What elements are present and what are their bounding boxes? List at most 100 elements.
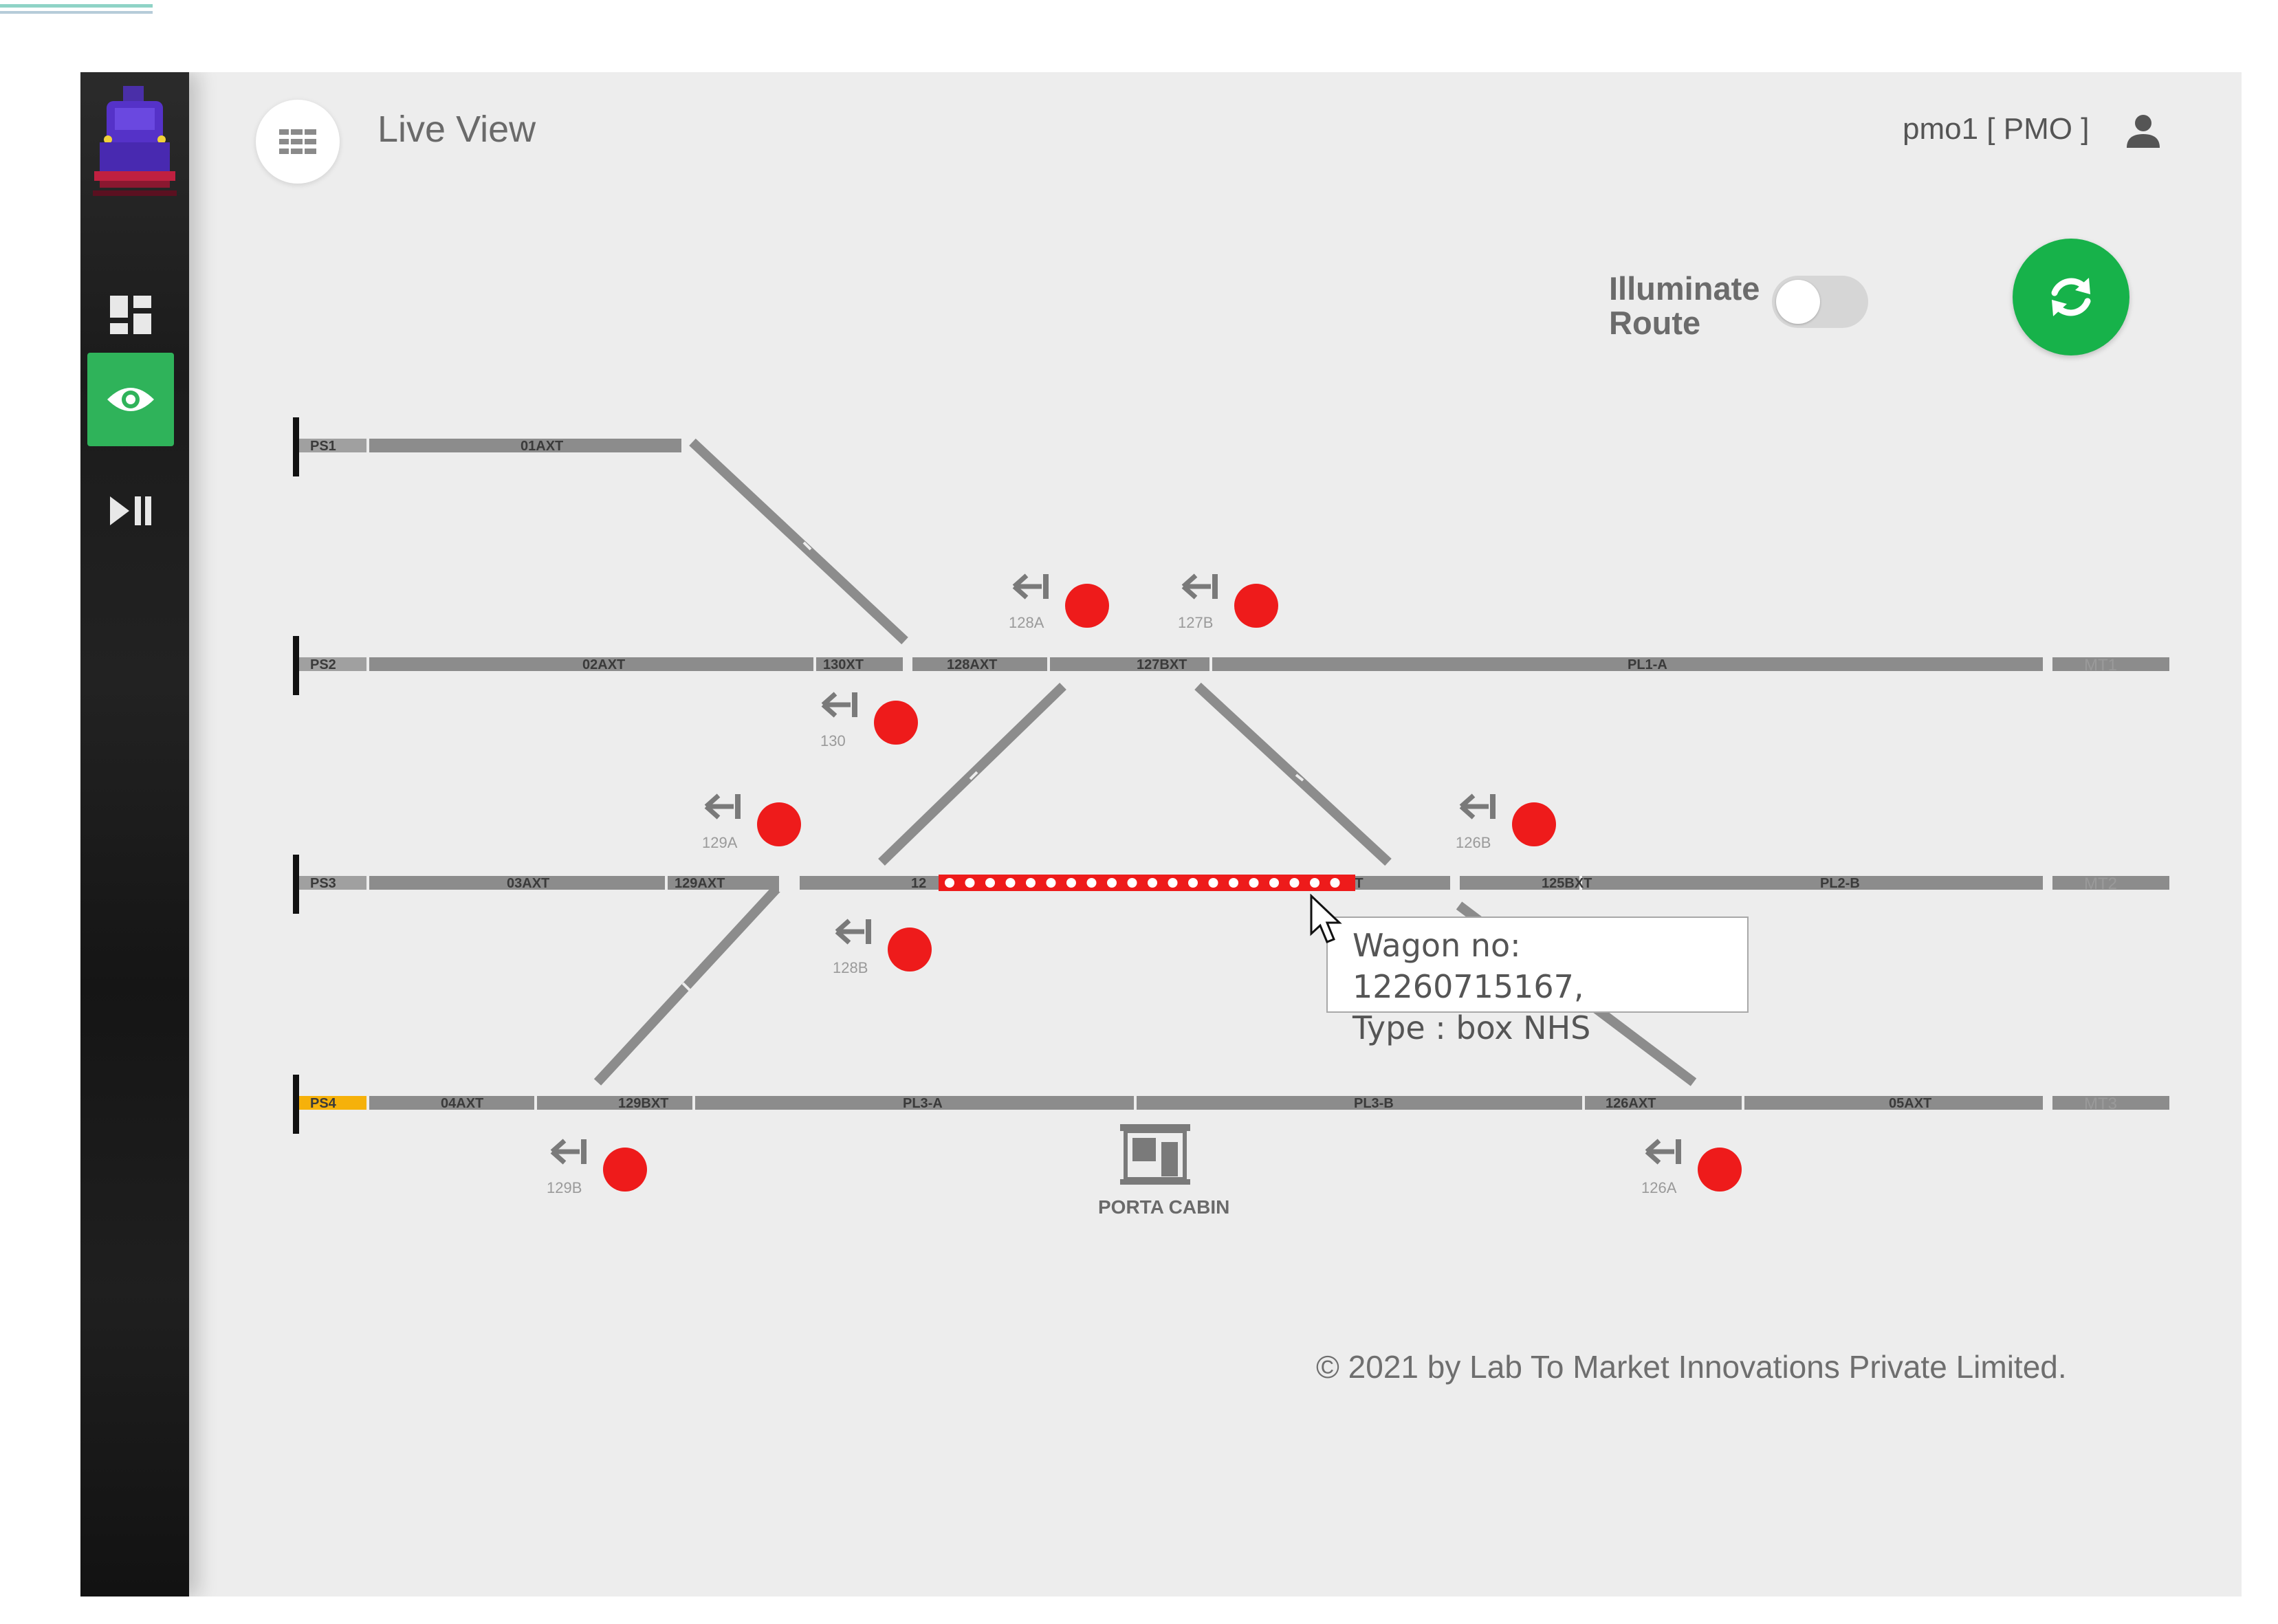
wagon-marker: [1127, 878, 1137, 888]
track-ps4: [299, 1096, 2169, 1110]
signal-lamp: [757, 802, 801, 846]
main-track-label-mt2: MT2: [2084, 875, 2117, 893]
yard-track-diagram: PS1 01AXT PS2 02AXT 130XT 128AXT 127BXT …: [293, 417, 2169, 1218]
wagon-marker: [945, 878, 954, 888]
user-icon[interactable]: [2124, 112, 2162, 151]
user-label: pmo1 [ PMO ]: [1903, 112, 2090, 146]
list-icon: [279, 128, 316, 155]
signal-lamp: [1234, 584, 1278, 628]
wagon-marker: [1168, 878, 1178, 888]
signal-lamp: [874, 701, 918, 745]
wagon-marker: [1148, 878, 1157, 888]
crossover-ps3-ps4-a: [593, 877, 789, 1086]
sidebar-item-dashboard[interactable]: [87, 268, 174, 362]
signal-129b[interactable]: 129B: [547, 1139, 647, 1196]
wagon-marker: [1249, 878, 1259, 888]
brand-logo-strip: [0, 0, 158, 18]
wagon-tooltip: Wagon no: 12260715167, Type : box NHS: [1326, 917, 1749, 1046]
toggle-knob: [1776, 280, 1820, 324]
segment-label-pl2b: PL2-B: [1820, 876, 1860, 891]
illuminate-route-label: Illuminate Route: [1609, 270, 1760, 341]
wagon-marker: [1330, 878, 1340, 888]
wagon-marker: [1229, 878, 1238, 888]
segment-label-05axt: 05AXT: [1889, 1096, 1931, 1111]
signal-lamp: [603, 1148, 647, 1192]
crossover-ps2-ps3-a: [878, 682, 1066, 866]
wagon-marker: [1188, 878, 1198, 888]
segment-label-02axt: 02AXT: [582, 657, 625, 672]
sidebar-item-live-view[interactable]: [87, 353, 174, 446]
segment-label-130xt: 130XT: [823, 657, 864, 672]
tooltip-wagon-type: Type : box NHS: [1352, 1009, 1591, 1046]
mouse-cursor-icon: [1310, 894, 1342, 943]
wagon-dots: [945, 878, 1340, 888]
signal-label: 128A: [1009, 614, 1044, 631]
crossover-ps2-ps3-b: [1194, 682, 1392, 866]
buffer-stop-ps4: [293, 1075, 299, 1134]
signal-127b[interactable]: 127B: [1178, 573, 1278, 631]
cabin-icon: [1120, 1124, 1190, 1185]
crossover-ps1-ps2: [689, 438, 908, 645]
signal-label: 129B: [547, 1179, 582, 1196]
segment-label-pl1a: PL1-A: [1628, 657, 1667, 672]
track-ps4-highlight: [299, 1096, 366, 1110]
main-track-label-mt3: MT3: [2084, 1095, 2117, 1113]
sidebar: [80, 72, 189, 1596]
wagon-marker: [1086, 878, 1097, 888]
app-window: Live View pmo1 [ PMO ] Illuminate Route: [80, 72, 2242, 1596]
play-pause-icon: [110, 496, 151, 525]
buffer-stop-ps2: [293, 636, 299, 695]
signal-lamp: [1065, 584, 1109, 628]
signal-label: 126B: [1456, 834, 1491, 851]
track-label-ps3: PS3: [310, 876, 336, 891]
signal-129a[interactable]: 129A: [702, 793, 801, 851]
signal-lamp: [1512, 802, 1556, 846]
eye-icon: [107, 388, 154, 411]
refresh-icon: [2051, 278, 2091, 316]
wagon-marker: [965, 878, 975, 888]
segment-label-12: 12: [911, 876, 926, 891]
buffer-stop-ps1: [293, 417, 299, 476]
locomotive-logo-icon: [93, 86, 177, 196]
segment-label-pl3a: PL3-A: [903, 1096, 943, 1111]
segment-label-126axt: 126AXT: [1606, 1096, 1656, 1111]
signal-label: 130: [820, 732, 846, 749]
segment-label-129axt: 129AXT: [675, 876, 725, 891]
sidebar-item-playback[interactable]: [87, 464, 174, 558]
track-label-ps2: PS2: [310, 657, 336, 672]
cabin-label: PORTA CABIN: [1098, 1196, 1229, 1218]
segment-label-127bxt: 127BXT: [1137, 657, 1187, 672]
signal-128a[interactable]: 128A: [1009, 573, 1109, 631]
porta-cabin: PORTA CABIN: [1098, 1124, 1229, 1218]
signal-label: 127B: [1178, 614, 1213, 631]
dashboard-icon: [110, 296, 151, 334]
signal-lamp: [888, 928, 932, 972]
track-label-ps4: PS4: [310, 1096, 337, 1111]
illuminate-route-toggle[interactable]: [1772, 276, 1868, 328]
wagon-marker: [1026, 878, 1036, 888]
wagon-marker: [1208, 878, 1218, 888]
wagon-marker: [1310, 878, 1319, 888]
segment-label-03axt: 03AXT: [507, 876, 549, 891]
segment-label-129bxt: 129BXT: [618, 1096, 668, 1111]
signal-128b[interactable]: 128B: [833, 919, 932, 976]
track-ps1: [299, 439, 681, 452]
wagon-marker: [985, 878, 995, 888]
menu-toggle-button[interactable]: [256, 100, 340, 184]
signal-label: 128B: [833, 959, 868, 976]
page-title: Live View: [377, 109, 536, 150]
track-ps2: [299, 657, 2169, 671]
signal-126a[interactable]: 126A: [1641, 1139, 1742, 1196]
wagon-marker: [1289, 878, 1300, 888]
segment-label-04axt: 04AXT: [441, 1096, 483, 1111]
wagon-marker: [1107, 878, 1117, 888]
signal-126b[interactable]: 126B: [1456, 793, 1556, 851]
signal-130[interactable]: 130: [820, 692, 918, 749]
wagon-marker: [1269, 878, 1279, 888]
signal-lamp: [1698, 1148, 1742, 1192]
buffer-stop-ps3: [293, 855, 299, 914]
wagon-marker: [1005, 878, 1016, 888]
segment-label-125bxt: 125BXT: [1542, 876, 1592, 891]
refresh-button[interactable]: [2013, 239, 2129, 355]
wagon-marker: [1046, 878, 1056, 888]
